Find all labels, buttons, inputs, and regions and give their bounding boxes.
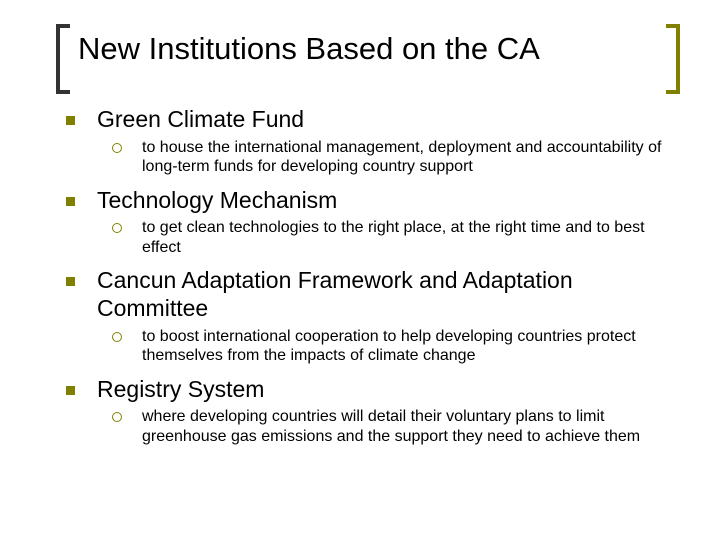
sub-list-item-text: where developing countries will detail t… — [142, 407, 672, 446]
list-item: Registry System — [66, 376, 672, 404]
bracket-right-icon — [666, 24, 680, 94]
content-area: Green Climate Fund to house the internat… — [66, 106, 672, 446]
list-item-label: Technology Mechanism — [97, 187, 337, 215]
square-bullet-icon — [66, 277, 75, 286]
circle-bullet-icon — [112, 223, 122, 233]
square-bullet-icon — [66, 197, 75, 206]
list-item: Green Climate Fund — [66, 106, 672, 134]
list-item: Technology Mechanism — [66, 187, 672, 215]
bracket-left-icon — [56, 24, 70, 94]
square-bullet-icon — [66, 386, 75, 395]
circle-bullet-icon — [112, 143, 122, 153]
title-container: New Institutions Based on the CA — [64, 28, 672, 70]
slide: New Institutions Based on the CA Green C… — [0, 0, 720, 540]
sub-list-item: to house the international management, d… — [112, 138, 672, 177]
sub-list-item: to boost international cooperation to he… — [112, 327, 672, 366]
circle-bullet-icon — [112, 412, 122, 422]
sub-list-item: to get clean technologies to the right p… — [112, 218, 672, 257]
list-item-label: Green Climate Fund — [97, 106, 304, 134]
sub-list-item: where developing countries will detail t… — [112, 407, 672, 446]
slide-title: New Institutions Based on the CA — [64, 28, 672, 70]
sub-list-item-text: to house the international management, d… — [142, 138, 672, 177]
sub-list-item-text: to boost international cooperation to he… — [142, 327, 672, 366]
square-bullet-icon — [66, 116, 75, 125]
circle-bullet-icon — [112, 332, 122, 342]
list-item-label: Cancun Adaptation Framework and Adaptati… — [97, 267, 672, 322]
list-item: Cancun Adaptation Framework and Adaptati… — [66, 267, 672, 322]
sub-list-item-text: to get clean technologies to the right p… — [142, 218, 672, 257]
list-item-label: Registry System — [97, 376, 264, 404]
